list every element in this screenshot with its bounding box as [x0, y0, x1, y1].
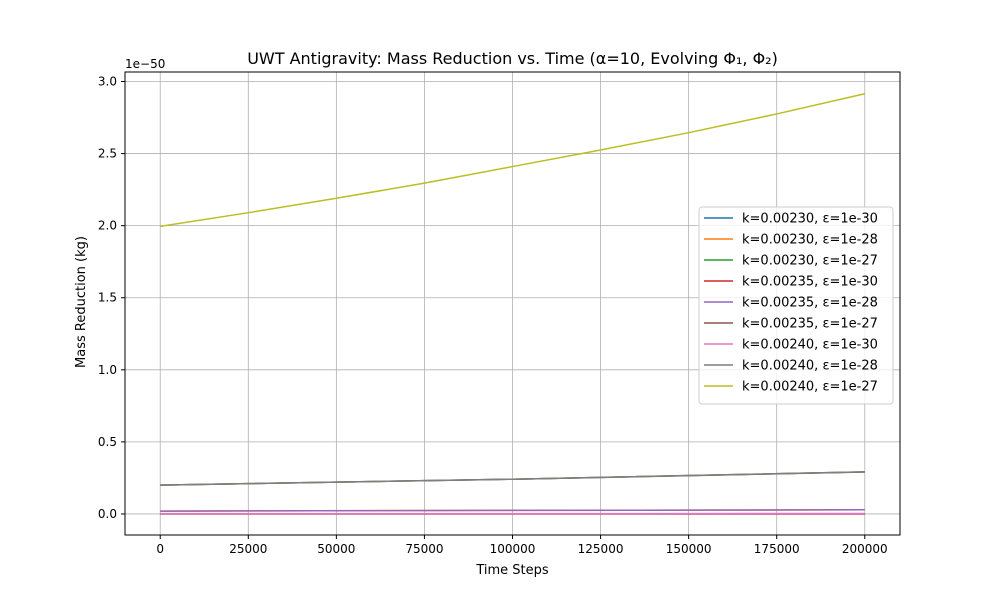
y-axis-offset-text: 1e−50 [125, 57, 165, 71]
x-tick-label: 25000 [229, 542, 267, 556]
legend-label: k=0.00230, ε=1e-30 [742, 212, 878, 227]
chart-title: UWT Antigravity: Mass Reduction vs. Time… [247, 49, 778, 68]
y-tick-label: 1.0 [98, 363, 117, 377]
legend-label: k=0.00240, ε=1e-30 [742, 338, 878, 353]
series-line-9 [160, 93, 865, 228]
series-line-5 [160, 509, 865, 512]
legend-frame [698, 206, 894, 405]
x-tick-label: 75000 [405, 542, 443, 556]
x-tick-label: 100000 [490, 542, 536, 556]
y-axis-ticks: 0.0 0.5 1.0 1.5 2.0 2.5 3.0 [98, 75, 125, 521]
series-line-8 [160, 471, 865, 486]
legend-label: k=0.00240, ε=1e-27 [742, 380, 878, 395]
y-tick-label: 1.5 [98, 291, 117, 305]
y-axis-label: Mass Reduction (kg) [74, 236, 89, 368]
x-tick-label: 0 [156, 542, 164, 556]
legend-label: k=0.00235, ε=1e-28 [742, 296, 878, 311]
legend-label: k=0.00235, ε=1e-30 [742, 275, 878, 290]
x-axis-ticks: 0 25000 50000 75000 100000 125000 150000 175000… [156, 535, 888, 556]
x-tick-label: 200000 [842, 542, 888, 556]
legend-label: k=0.00230, ε=1e-28 [742, 233, 878, 248]
legend-label: k=0.00240, ε=1e-28 [742, 359, 878, 374]
x-tick-label: 50000 [317, 542, 355, 556]
x-tick-label: 150000 [666, 542, 712, 556]
x-tick-label: 175000 [754, 542, 800, 556]
y-tick-label: 3.0 [98, 75, 117, 89]
legend: k=0.00230, ε=1e-30 k=0.00230, ε=1e-28 k=0.… [698, 206, 894, 405]
y-tick-label: 2.5 [98, 147, 117, 161]
y-tick-label: 2.0 [98, 219, 117, 233]
x-axis-label: Time Steps [475, 563, 549, 578]
y-tick-label: 0.0 [98, 507, 117, 521]
legend-label: k=0.00230, ε=1e-27 [742, 254, 878, 269]
y-tick-label: 0.5 [98, 435, 117, 449]
x-tick-label: 125000 [578, 542, 624, 556]
legend-label: k=0.00235, ε=1e-27 [742, 317, 878, 332]
series-layer [160, 93, 865, 515]
